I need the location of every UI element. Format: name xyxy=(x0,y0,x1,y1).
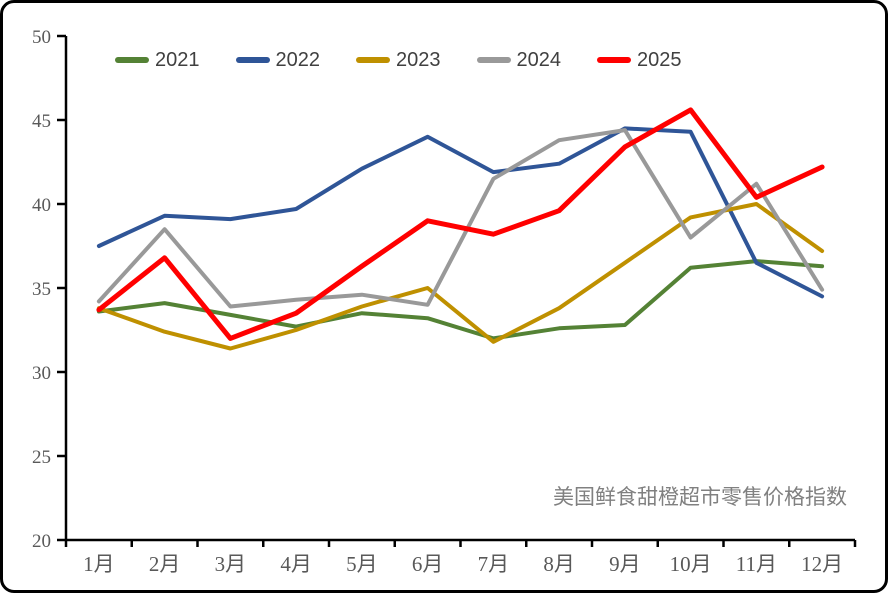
x-axis-label: 11月 xyxy=(736,552,777,576)
legend-label-2023: 2023 xyxy=(396,49,441,71)
chart-annotation: 美国鲜食甜橙超市零售价格指数 xyxy=(553,485,847,509)
legend-swatch-2022 xyxy=(235,57,270,63)
legend-swatch-2023 xyxy=(356,57,390,63)
y-axis-label: 50 xyxy=(32,27,51,48)
x-axis-label: 1月 xyxy=(83,552,115,576)
y-axis-label: 45 xyxy=(32,111,51,132)
legend-label-2024: 2024 xyxy=(516,49,562,71)
legend-swatch-2025 xyxy=(597,57,631,63)
axes xyxy=(64,36,855,542)
legend-item-2025: 2025 xyxy=(597,50,682,70)
x-axis-label: 12月 xyxy=(801,552,843,576)
y-axis-label: 20 xyxy=(32,531,51,552)
legend-item-2022: 2022 xyxy=(235,49,321,71)
legend-item-2023: 2023 xyxy=(356,50,441,70)
chart-legend: 2021 2022 2023 2024 2025 xyxy=(115,50,682,70)
y-axis-label: 35 xyxy=(32,279,51,300)
x-axis-label: 4月 xyxy=(280,552,312,576)
legend-item-2021: 2021 xyxy=(115,50,200,70)
x-axis-label: 6月 xyxy=(412,552,444,576)
legend-label-2025: 2025 xyxy=(637,49,682,71)
legend-swatch-2021 xyxy=(115,57,149,63)
legend-label-2021: 2021 xyxy=(155,49,200,71)
x-axis-label: 9月 xyxy=(609,552,641,576)
x-axis-label: 3月 xyxy=(215,552,247,576)
legend-swatch-2024 xyxy=(476,57,511,63)
x-axis-label: 8月 xyxy=(543,552,575,576)
y-axis-label: 25 xyxy=(32,447,51,468)
series-line-2024 xyxy=(96,128,825,309)
y-axis-label: 30 xyxy=(32,363,51,384)
x-axis-label: 5月 xyxy=(346,552,378,576)
series-line-2023 xyxy=(96,202,825,351)
series-line-2022 xyxy=(96,126,825,299)
x-axis-label: 7月 xyxy=(478,552,510,576)
series-line-2025 xyxy=(96,107,825,341)
legend-label-2022: 2022 xyxy=(275,49,321,71)
legend-item-2024: 2024 xyxy=(476,49,562,71)
x-axis-label: 10月 xyxy=(670,552,712,576)
series-line-2021 xyxy=(96,259,825,341)
y-axis-label: 40 xyxy=(32,195,51,216)
x-axis-label: 2月 xyxy=(149,552,181,576)
